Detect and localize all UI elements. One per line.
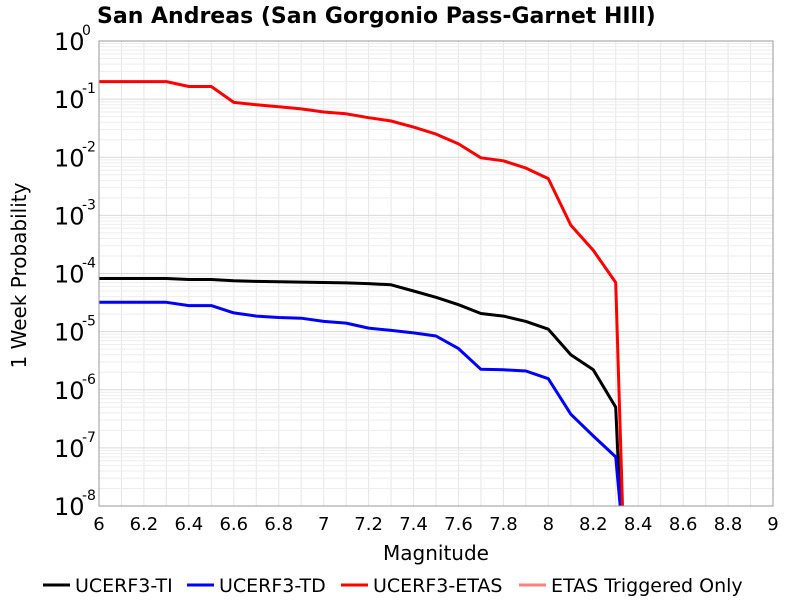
x-tick-label: 7.8 <box>489 514 518 535</box>
x-tick-labels: 6 6.2 6.4 6.6 6.8 7 7.2 7.4 7.6 7.8 8 8.2 8.4 8.6 8.8 9 <box>93 514 778 535</box>
y-tick-base: 10 <box>54 144 85 172</box>
y-tick-exponent: -1 <box>82 81 96 97</box>
y-tick-base: 10 <box>54 202 85 230</box>
x-tick-label: 8 <box>543 514 554 535</box>
y-tick-base: 10 <box>54 493 85 521</box>
x-tick-label: 6.8 <box>264 514 293 535</box>
legend-label: UCERF3-ETAS <box>373 575 502 597</box>
y-tick-exponent: -8 <box>82 488 96 504</box>
plot-frame <box>98 40 774 507</box>
legend-label: UCERF3-TD <box>219 575 326 597</box>
x-tick-label: 6.2 <box>130 514 159 535</box>
x-tick-label: 6 <box>93 514 104 535</box>
y-tick-base: 10 <box>54 86 85 114</box>
y-tick-exponent: -5 <box>82 314 96 330</box>
series-lines <box>99 80 624 507</box>
y-tick-base: 10 <box>54 319 85 347</box>
series-line-ucerf3-ti <box>99 277 622 507</box>
x-tick-label: 6.6 <box>219 514 248 535</box>
grid <box>98 41 774 507</box>
x-tick-label: 7.2 <box>354 514 383 535</box>
x-tick-label: 9 <box>767 514 778 535</box>
legend-item: UCERF3-TD <box>187 575 326 597</box>
y-tick-exponent: -4 <box>82 256 96 272</box>
x-tick-label: 7 <box>318 514 329 535</box>
x-tick-label: 8.4 <box>624 514 653 535</box>
legend-item: UCERF3-TI <box>43 575 173 597</box>
legend: UCERF3-TI UCERF3-TD UCERF3-ETAS ETAS Trigge… <box>43 575 743 597</box>
y-tick-label: 100 <box>54 23 91 56</box>
y-tick-base: 10 <box>54 28 85 56</box>
y-tick-label: 10-8 <box>54 488 96 521</box>
y-tick-label: 10-7 <box>54 430 96 463</box>
legend-label: ETAS Triggered Only <box>551 575 743 597</box>
y-tick-exponent: -2 <box>82 139 96 155</box>
y-tick-label: 10-4 <box>54 256 96 289</box>
x-tick-label: 8.6 <box>669 514 698 535</box>
legend-item: ETAS Triggered Only <box>519 575 743 597</box>
y-tick-exponent: -3 <box>82 197 96 213</box>
y-tick-exponent: -7 <box>82 430 96 446</box>
x-tick-label: 7.6 <box>444 514 473 535</box>
y-tick-base: 10 <box>54 435 85 463</box>
y-tick-exponent: -6 <box>82 372 96 388</box>
x-tick-label: 6.4 <box>175 514 204 535</box>
y-tick-label: 10-1 <box>54 81 96 114</box>
y-axis-label: 1 Week Probability <box>7 182 31 368</box>
series-line-ucerf3-td <box>99 300 622 507</box>
x-tick-label: 8.2 <box>579 514 608 535</box>
y-tick-label: 10-3 <box>54 197 96 230</box>
y-tick-exponent: 0 <box>82 23 91 39</box>
x-tick-label: 8.8 <box>714 514 743 535</box>
legend-item: UCERF3-ETAS <box>341 575 502 597</box>
y-tick-label: 10-5 <box>54 314 96 347</box>
x-axis-label: Magnitude <box>383 541 489 565</box>
series-line-ucerf3-etas <box>99 80 624 507</box>
y-tick-base: 10 <box>54 377 85 405</box>
y-tick-label: 10-6 <box>54 372 96 405</box>
chart-title: San Andreas (San Gorgonio Pass-Garnet HI… <box>97 4 656 29</box>
x-tick-label: 7.4 <box>399 514 428 535</box>
legend-label: UCERF3-TI <box>75 575 173 597</box>
y-tick-label: 10-2 <box>54 139 96 172</box>
y-tick-base: 10 <box>54 261 85 289</box>
